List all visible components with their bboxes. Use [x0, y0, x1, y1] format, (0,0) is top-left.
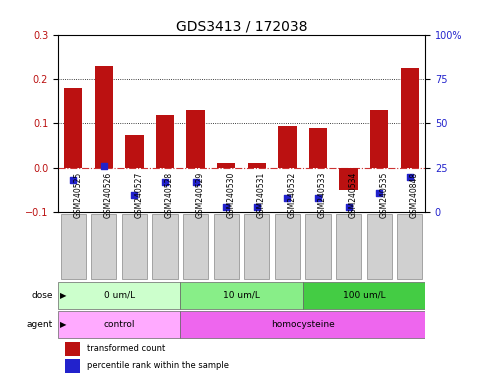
- Bar: [248, 164, 266, 168]
- FancyBboxPatch shape: [58, 311, 180, 338]
- FancyBboxPatch shape: [367, 214, 392, 279]
- Text: dose: dose: [31, 291, 53, 300]
- Bar: [370, 110, 388, 168]
- Point: [70, 177, 77, 183]
- FancyBboxPatch shape: [213, 214, 239, 279]
- Text: 0 um/L: 0 um/L: [103, 291, 135, 300]
- Text: 10 um/L: 10 um/L: [223, 291, 260, 300]
- Text: GSM240848: GSM240848: [410, 172, 419, 218]
- Point: [253, 204, 261, 210]
- Point: [345, 204, 353, 210]
- Point: [100, 163, 108, 169]
- Bar: [400, 68, 419, 168]
- FancyBboxPatch shape: [397, 214, 422, 279]
- Bar: [65, 359, 80, 372]
- Text: GSM240526: GSM240526: [104, 172, 113, 218]
- Bar: [95, 66, 113, 168]
- Point: [284, 195, 291, 201]
- Point: [130, 192, 138, 198]
- Point: [375, 190, 383, 196]
- FancyBboxPatch shape: [303, 282, 425, 308]
- Bar: [309, 128, 327, 168]
- Text: GSM240530: GSM240530: [226, 171, 235, 218]
- FancyBboxPatch shape: [336, 214, 361, 279]
- Text: ▶: ▶: [60, 320, 67, 329]
- Point: [314, 195, 322, 201]
- FancyBboxPatch shape: [61, 214, 86, 279]
- Bar: [65, 343, 80, 356]
- FancyBboxPatch shape: [275, 214, 300, 279]
- Text: 100 um/L: 100 um/L: [342, 291, 385, 300]
- FancyBboxPatch shape: [122, 214, 147, 279]
- Text: GSM240532: GSM240532: [287, 172, 297, 218]
- Bar: [278, 126, 297, 168]
- Bar: [340, 168, 358, 190]
- Text: GSM240535: GSM240535: [379, 171, 388, 218]
- FancyBboxPatch shape: [58, 282, 180, 308]
- Text: GSM240525: GSM240525: [73, 172, 82, 218]
- Text: homocysteine: homocysteine: [271, 320, 335, 329]
- Point: [406, 174, 413, 180]
- FancyBboxPatch shape: [153, 214, 178, 279]
- Text: GSM240529: GSM240529: [196, 172, 205, 218]
- Text: GSM240534: GSM240534: [349, 171, 357, 218]
- Point: [161, 179, 169, 185]
- Bar: [64, 88, 83, 168]
- Text: GSM240531: GSM240531: [257, 172, 266, 218]
- FancyBboxPatch shape: [183, 214, 208, 279]
- Bar: [125, 134, 143, 168]
- Point: [222, 204, 230, 210]
- Bar: [186, 110, 205, 168]
- Text: GSM240527: GSM240527: [134, 172, 143, 218]
- FancyBboxPatch shape: [180, 282, 303, 308]
- FancyBboxPatch shape: [305, 214, 330, 279]
- Text: agent: agent: [27, 320, 53, 329]
- Bar: [156, 114, 174, 168]
- Text: GSM240528: GSM240528: [165, 172, 174, 218]
- FancyBboxPatch shape: [244, 214, 270, 279]
- Bar: [217, 164, 235, 168]
- Text: GSM240533: GSM240533: [318, 171, 327, 218]
- Text: ▶: ▶: [60, 291, 67, 300]
- FancyBboxPatch shape: [180, 311, 425, 338]
- Title: GDS3413 / 172038: GDS3413 / 172038: [176, 20, 307, 33]
- FancyBboxPatch shape: [91, 214, 116, 279]
- Text: transformed count: transformed count: [87, 344, 166, 353]
- Text: percentile rank within the sample: percentile rank within the sample: [87, 361, 229, 370]
- Text: control: control: [103, 320, 135, 329]
- Point: [192, 179, 199, 185]
